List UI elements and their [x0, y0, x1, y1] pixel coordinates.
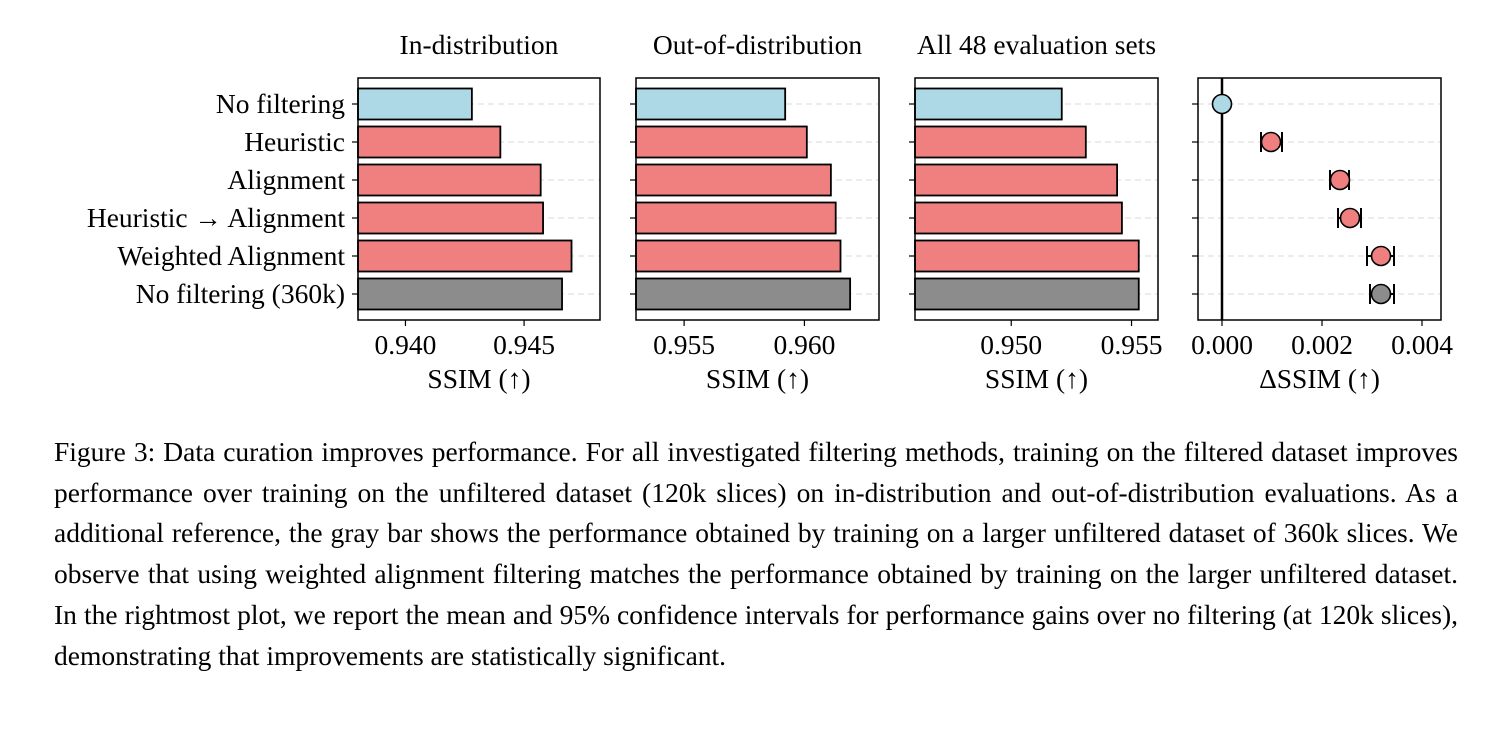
bar: [357, 125, 502, 159]
x-tick-label: 0.955: [653, 329, 715, 360]
x-axis-label: SSIM (↑): [985, 363, 1088, 394]
mean-point: [1339, 207, 1361, 229]
x-tick-label: 0.940: [375, 329, 437, 360]
bar: [635, 125, 808, 159]
x-tick-label: 0.002: [1291, 329, 1353, 360]
category-label: No filtering (360k): [136, 278, 345, 309]
bar: [914, 239, 1140, 273]
plot-frame: [635, 77, 880, 321]
panel-4: [1192, 77, 1442, 326]
bar: [635, 201, 837, 235]
x-axis-label: SSIM (↑): [427, 363, 530, 394]
category-label: Weighted Alignment: [117, 240, 345, 271]
bar: [635, 277, 852, 311]
bar: [914, 163, 1118, 197]
bar: [914, 201, 1123, 235]
category-label: Heuristic → Alignment: [87, 202, 346, 233]
x-tick-label: 0.004: [1391, 329, 1453, 360]
x-tick-label: 0.960: [773, 329, 835, 360]
mean-point: [1370, 283, 1392, 305]
x-tick-label: 0.950: [980, 329, 1042, 360]
panel-title: All 48 evaluation sets: [917, 29, 1156, 60]
plot-frame: [914, 77, 1159, 321]
category-label: Heuristic: [244, 126, 345, 157]
panel-2: [630, 77, 880, 326]
category-label: No filtering: [216, 88, 345, 119]
plot-frame: [1197, 77, 1442, 321]
bar: [914, 125, 1087, 159]
bar: [357, 163, 542, 197]
plot-frame: [357, 77, 601, 321]
mean-point: [1370, 245, 1392, 267]
x-axis-label: ΔSSIM (↑): [1259, 363, 1380, 394]
panel-title: Out-of-distribution: [653, 29, 863, 60]
panel-1: [352, 77, 601, 326]
bar: [914, 87, 1063, 121]
x-tick-label: 0.000: [1191, 329, 1253, 360]
bar: [635, 239, 842, 273]
mean-point: [1211, 93, 1233, 115]
panel-title: In-distribution: [400, 29, 559, 60]
mean-point: [1260, 131, 1282, 153]
figure-3: No filtering Heuristic Alignment Heuristic …: [87, 29, 1453, 394]
mean-point: [1329, 169, 1351, 191]
bar: [635, 87, 787, 121]
bar: [357, 239, 573, 273]
bar: [357, 201, 544, 235]
x-tick-label: 0.955: [1101, 329, 1163, 360]
x-tick-label: 0.945: [493, 329, 555, 360]
x-axis-label: SSIM (↑): [706, 363, 809, 394]
bar: [357, 277, 563, 311]
bar: [914, 277, 1140, 311]
bar: [357, 87, 473, 121]
figure-caption: Figure 3: Data curation improves perform…: [54, 436, 1458, 671]
panel-3: [909, 77, 1159, 326]
category-label: Alignment: [227, 164, 345, 195]
bar: [635, 163, 832, 197]
